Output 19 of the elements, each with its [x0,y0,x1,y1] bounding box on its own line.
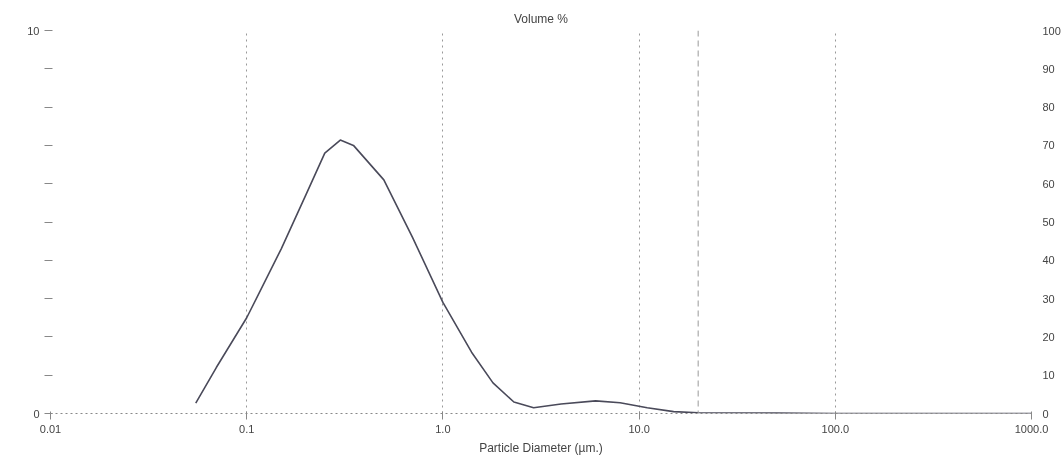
x-tick-label: 1.0 [435,422,451,435]
y2-tick-label: 100 [1042,24,1061,37]
x-tick-label: 10.0 [628,422,650,435]
y2-tick-label: 90 [1042,62,1055,75]
x-tick-label: 100.0 [821,422,850,435]
y2-tick-label: 30 [1042,292,1055,305]
y2-tick-label: 0 [1042,407,1049,420]
y2-tick-label: 80 [1042,101,1055,114]
x-axis-title: Particle Diameter (µm.) [479,440,603,455]
chart-title: Volume % [513,11,569,26]
y2-tick-label: 20 [1042,330,1055,343]
y2-tick-label: 70 [1042,139,1055,152]
y2-tick-label: 60 [1042,177,1055,190]
y2-tick-label: 40 [1042,254,1055,267]
x-tick-label: 0.01 [39,422,62,435]
y2-tick-label: 10 [1042,369,1055,382]
x-tick-label: 1000.0 [1014,422,1049,435]
x-tick-label: 0.1 [239,422,255,435]
y2-tick-label: 50 [1042,216,1055,228]
